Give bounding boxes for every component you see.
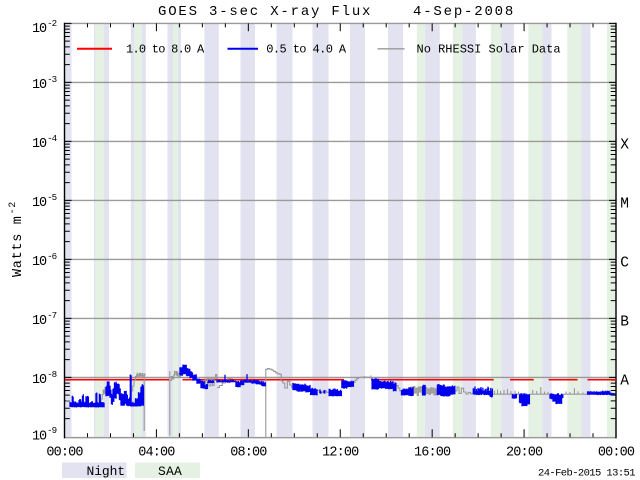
svg-text:Watts m-2: Watts m-2 [8, 201, 26, 277]
svg-text:10-5: 10-5 [32, 192, 57, 211]
svg-text:10-3: 10-3 [32, 74, 57, 93]
svg-text:12:00: 12:00 [322, 446, 359, 461]
svg-text:10-7: 10-7 [32, 310, 57, 329]
svg-text:04:00: 04:00 [138, 446, 175, 461]
svg-text:10-8: 10-8 [32, 369, 57, 388]
svg-text:08:00: 08:00 [230, 446, 267, 461]
svg-text:No RHESSI Solar Data: No RHESSI Solar Data [417, 43, 561, 57]
svg-text:X: X [620, 138, 629, 154]
svg-text:SAA: SAA [158, 464, 182, 479]
svg-text:A: A [620, 374, 629, 390]
svg-text:24-Feb-2015 13:51: 24-Feb-2015 13:51 [538, 467, 635, 479]
svg-text:Night: Night [87, 464, 126, 479]
svg-text:00:00: 00:00 [598, 446, 635, 461]
svg-text:10-9: 10-9 [32, 425, 57, 444]
svg-text:20:00: 20:00 [506, 446, 543, 461]
svg-text:GOES 3-sec X-ray Flux 4-Sep: GOES 3-sec X-ray Flux 4-Sep-2008 [158, 4, 515, 20]
svg-text:0.5 to 4.0 A: 0.5 to 4.0 A [266, 43, 347, 57]
svg-text:10-4: 10-4 [32, 133, 58, 152]
svg-text:M: M [620, 197, 629, 213]
svg-text:00:00: 00:00 [46, 446, 83, 461]
svg-text:16:00: 16:00 [414, 446, 451, 461]
svg-text:B: B [620, 315, 629, 331]
svg-text:10-2: 10-2 [32, 18, 57, 37]
svg-text:C: C [620, 256, 629, 272]
svg-text:10-6: 10-6 [32, 251, 57, 270]
svg-text:1.0 to 8.0 A: 1.0 to 8.0 A [126, 43, 205, 57]
